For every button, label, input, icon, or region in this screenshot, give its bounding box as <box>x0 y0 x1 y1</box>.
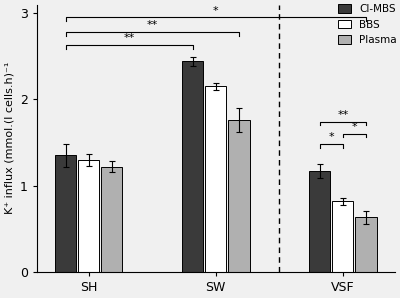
Bar <box>205 86 226 272</box>
Text: *: * <box>213 6 219 16</box>
Bar <box>182 61 203 272</box>
Bar <box>355 218 376 272</box>
Bar <box>101 167 122 272</box>
Y-axis label: K⁺ influx (mmol.(l cells.h)⁻¹: K⁺ influx (mmol.(l cells.h)⁻¹ <box>4 62 14 214</box>
Bar <box>55 156 76 272</box>
Text: *: * <box>328 133 334 142</box>
Text: **: ** <box>124 33 135 43</box>
Bar <box>228 120 250 272</box>
Bar <box>332 201 354 272</box>
Bar <box>309 171 330 272</box>
Bar <box>78 160 99 272</box>
Text: *: * <box>352 122 357 132</box>
Legend: Cl-MBS, BBS, Plasma: Cl-MBS, BBS, Plasma <box>338 4 397 45</box>
Text: **: ** <box>147 20 158 30</box>
Text: **: ** <box>337 110 348 120</box>
